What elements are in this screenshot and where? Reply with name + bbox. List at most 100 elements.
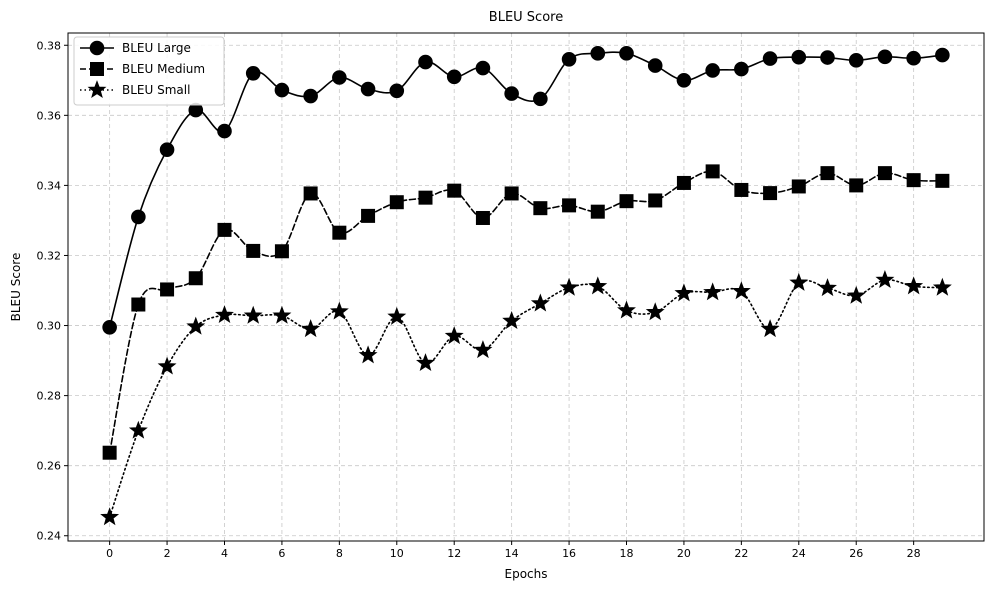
data-point bbox=[358, 345, 378, 364]
legend-marker bbox=[87, 80, 107, 99]
data-point bbox=[332, 70, 347, 85]
data-point bbox=[245, 65, 261, 81]
x-tick-label: 14 bbox=[505, 547, 519, 560]
data-point bbox=[647, 58, 663, 73]
data-point bbox=[562, 198, 577, 213]
data-point bbox=[131, 297, 146, 312]
data-point bbox=[246, 243, 261, 258]
y-tick-label: 0.36 bbox=[37, 109, 62, 122]
x-tick-label: 22 bbox=[734, 547, 748, 560]
legend-entry: BLEU Large bbox=[80, 40, 191, 56]
legend-entry: BLEU Medium bbox=[80, 62, 205, 76]
data-point bbox=[243, 305, 263, 324]
data-point bbox=[160, 282, 175, 297]
data-point bbox=[272, 305, 292, 324]
data-point bbox=[590, 204, 605, 219]
data-point bbox=[475, 210, 490, 225]
data-point bbox=[935, 173, 950, 188]
legend-frame bbox=[73, 36, 225, 106]
data-point bbox=[533, 91, 548, 107]
data-point bbox=[789, 272, 809, 291]
data-point bbox=[329, 301, 349, 320]
data-point bbox=[444, 326, 464, 345]
data-point bbox=[674, 283, 694, 302]
data-point bbox=[906, 50, 921, 66]
data-point bbox=[301, 319, 321, 338]
x-axis-label: Epochs bbox=[505, 567, 548, 581]
data-point bbox=[387, 306, 407, 325]
data-point bbox=[303, 88, 318, 104]
chart-title: BLEU Score bbox=[489, 10, 563, 25]
legend-marker bbox=[89, 40, 105, 56]
series-line bbox=[108, 51, 944, 329]
y-tick-label: 0.34 bbox=[37, 179, 62, 192]
y-tick-label: 0.28 bbox=[37, 390, 62, 403]
data-point bbox=[217, 123, 232, 139]
series-layer bbox=[100, 46, 952, 526]
data-point bbox=[619, 46, 634, 61]
data-point bbox=[734, 61, 749, 77]
y-tick-label: 0.26 bbox=[37, 460, 62, 473]
data-point bbox=[676, 72, 692, 88]
data-point bbox=[530, 293, 550, 312]
data-point bbox=[360, 81, 376, 97]
data-point bbox=[705, 63, 720, 78]
plot-frame bbox=[67, 32, 985, 542]
x-tick-label: 26 bbox=[849, 547, 863, 560]
data-point bbox=[447, 183, 462, 198]
data-point bbox=[820, 50, 835, 65]
data-point bbox=[131, 209, 146, 225]
data-point bbox=[848, 53, 864, 68]
data-point bbox=[760, 319, 780, 338]
data-point bbox=[102, 445, 117, 460]
series-bleu-small bbox=[100, 270, 952, 526]
data-point bbox=[475, 60, 491, 76]
data-point bbox=[875, 270, 895, 289]
data-point bbox=[157, 356, 177, 375]
data-point bbox=[186, 316, 206, 335]
data-point bbox=[617, 300, 636, 319]
data-point bbox=[648, 193, 663, 208]
data-point bbox=[588, 276, 608, 295]
data-point bbox=[906, 173, 921, 188]
data-point bbox=[877, 166, 892, 181]
data-point bbox=[217, 222, 232, 237]
data-point bbox=[128, 420, 148, 439]
data-point bbox=[818, 278, 837, 297]
data-point bbox=[274, 244, 289, 259]
x-tick-label: 16 bbox=[562, 547, 576, 560]
legend-label: BLEU Large bbox=[122, 41, 191, 55]
data-point bbox=[361, 208, 376, 223]
data-point bbox=[731, 281, 751, 300]
x-tick-label: 28 bbox=[907, 547, 921, 560]
data-point bbox=[100, 507, 120, 526]
data-point bbox=[904, 276, 924, 295]
data-point bbox=[416, 353, 435, 372]
x-tick-label: 24 bbox=[792, 547, 806, 560]
y-axis-label: BLEU Score bbox=[9, 253, 23, 322]
data-point bbox=[159, 142, 175, 157]
data-point bbox=[561, 51, 577, 67]
x-tick-label: 6 bbox=[278, 547, 285, 560]
y-tick-label: 0.32 bbox=[37, 249, 62, 262]
data-point bbox=[590, 46, 606, 61]
x-tick-label: 4 bbox=[221, 547, 228, 560]
x-tick-label: 8 bbox=[336, 547, 343, 560]
data-point bbox=[502, 311, 522, 330]
series-bleu-large bbox=[102, 46, 950, 335]
x-tick-label: 18 bbox=[620, 547, 634, 560]
data-point bbox=[274, 82, 290, 98]
data-point bbox=[932, 277, 952, 296]
legend-label: BLEU Small bbox=[122, 83, 190, 97]
data-point bbox=[762, 51, 778, 66]
data-point bbox=[303, 186, 318, 201]
data-point bbox=[533, 201, 548, 216]
x-tick-label: 0 bbox=[106, 547, 113, 560]
data-point bbox=[676, 175, 691, 190]
data-point bbox=[332, 225, 347, 240]
legend-marker bbox=[90, 62, 104, 76]
data-point bbox=[763, 186, 778, 201]
data-point bbox=[705, 164, 720, 179]
data-point bbox=[504, 86, 519, 101]
